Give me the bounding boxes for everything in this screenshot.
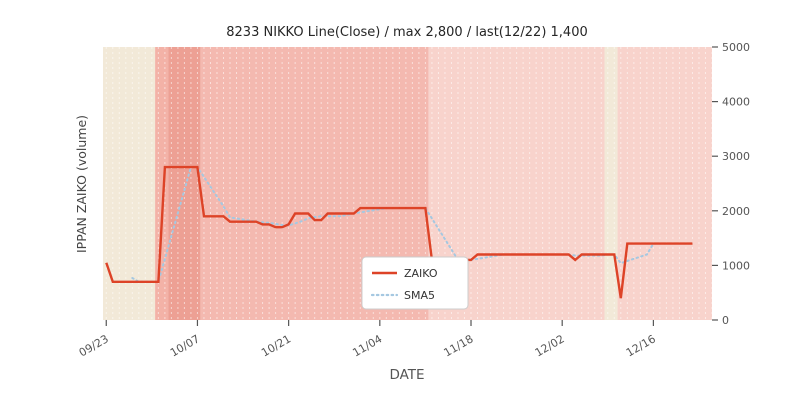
x-tick-label: 11/18 xyxy=(442,332,476,359)
heat-band xyxy=(155,47,169,320)
chart-title: 8233 NIKKO Line(Close) / max 2,800 / las… xyxy=(226,25,588,40)
x-tick-label: 09/23 xyxy=(77,332,111,359)
y-tick-label: 2000 xyxy=(722,205,750,218)
y-tick-label: 4000 xyxy=(722,96,750,109)
x-tick-label: 12/02 xyxy=(533,332,567,359)
legend: ZAIKO SMA5 xyxy=(361,256,469,310)
y-tick-label: 1000 xyxy=(722,259,750,272)
heat-band xyxy=(617,47,712,320)
x-tick-label: 11/04 xyxy=(350,332,384,359)
x-tick-label: 10/21 xyxy=(259,332,293,359)
x-axis-label: DATE xyxy=(389,367,424,383)
heat-band xyxy=(103,47,156,320)
y-tick-label: 0 xyxy=(722,314,729,327)
y-tick-label: 3000 xyxy=(722,150,750,163)
series-lines xyxy=(105,165,694,299)
x-tick-label: 12/16 xyxy=(624,332,658,359)
heat-band xyxy=(604,47,618,320)
y-axis-label: IPPAN ZAIKO (volume) xyxy=(74,115,89,253)
zaiko-line xyxy=(105,165,693,299)
x-tick-label: 10/07 xyxy=(168,332,202,359)
legend-label-zaiko: ZAIKO xyxy=(404,267,438,280)
gridlines xyxy=(105,47,713,320)
y-tick-label: 5000 xyxy=(722,41,750,54)
legend-label-sma5: SMA5 xyxy=(404,289,435,302)
